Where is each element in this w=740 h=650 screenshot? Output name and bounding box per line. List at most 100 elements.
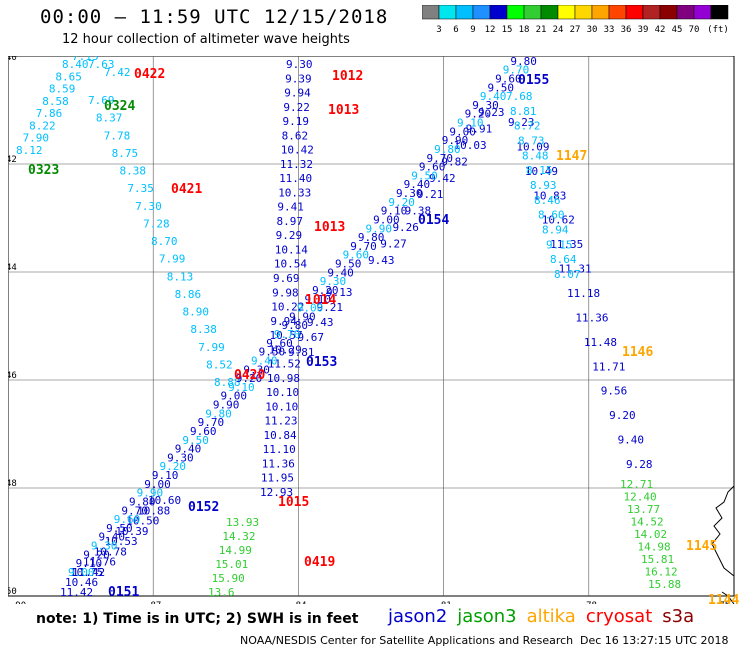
timestamp-text: Dec 16 13:27:15 UTC 2018	[580, 634, 729, 647]
track-value-jason2: 11.36	[575, 311, 608, 324]
colorbar-swatch	[523, 5, 542, 20]
track-value-ascending: 9.80	[205, 407, 232, 420]
track-value-ascending: 9.00	[144, 478, 171, 491]
track-value-ascending: 9.10	[76, 557, 103, 570]
track-value-jason2: 9.82	[441, 155, 468, 168]
track-value-jason3: 7.42	[104, 66, 131, 79]
track-value-green: 16.12	[645, 566, 678, 579]
colorbar-swatch	[540, 5, 559, 20]
track-value-jason2: 9.40	[618, 434, 645, 447]
colorbar-swatch	[422, 5, 440, 20]
track-value-ascending: 9.30	[472, 99, 499, 112]
colorbar-label: 18	[519, 25, 530, 35]
track-value-jason2: 11.32	[280, 158, 313, 171]
pass-label-jason2: 0151	[108, 585, 139, 600]
track-value-jason2: 9.23	[508, 116, 535, 129]
colorbar-swatch	[489, 5, 508, 20]
satellite-legend: jason2 jason3 altika cryosat s3a	[388, 606, 704, 627]
track-value-green: 14.98	[638, 541, 671, 554]
pass-label-orange: 1144	[708, 593, 739, 604]
colorbar-swatch	[642, 5, 661, 20]
track-value-ascending: 9.20	[465, 108, 492, 121]
track-value-ascending: 9.20	[236, 372, 263, 385]
track-value-jason3: 8.75	[112, 147, 139, 160]
track-value-jason2: 10.54	[274, 258, 307, 271]
track-value-jason2: 9.39	[285, 72, 312, 85]
track-value-jason3: 7.30	[135, 200, 162, 213]
lat-tick-label: 46	[8, 371, 17, 381]
track-value-jason2: 8.62	[282, 129, 309, 142]
colorbar-swatch	[438, 5, 457, 20]
track-value-jason2: 12.93	[260, 486, 293, 499]
colorbar-swatch	[574, 5, 593, 20]
track-value-jason3b: 8.72	[514, 120, 541, 133]
track-value-ascending: 9.60	[266, 337, 293, 350]
colorbar-swatch	[472, 5, 491, 20]
track-value-ascending: 9.50	[106, 522, 133, 535]
track-value-green: 12.71	[620, 478, 653, 491]
track-value-jason3: 8.88	[214, 376, 241, 389]
colorbar-label: 42	[655, 25, 666, 35]
track-value-ascending: 9.20	[388, 196, 415, 209]
pass-label-red: 0421	[171, 182, 202, 197]
track-value-green: 15.88	[648, 578, 681, 591]
track-value-ascending: 9.80	[282, 319, 309, 332]
track-value-ascending: 9.90	[518, 56, 545, 59]
track-value-jason2: 8.97	[276, 215, 303, 228]
map-plot: -90-87-84-81-78-754042444648508.408.658.…	[8, 56, 739, 604]
colorbar-label: 15	[502, 25, 513, 35]
track-value-ascending: 9.40	[251, 354, 278, 367]
track-value-ascending: 9.80	[358, 231, 385, 244]
track-value-ascending: 9.90	[365, 222, 392, 235]
track-value-jason2: 10.10	[266, 386, 299, 399]
credit-text: NOAA/NESDIS Center for Satellite Applica…	[240, 634, 574, 647]
colorbar-unit: (ft)	[707, 25, 729, 35]
track-value-jason2: 9.30	[286, 58, 313, 71]
track-value-jason2: 11.18	[567, 287, 600, 300]
colorbar-label: 6	[453, 25, 458, 35]
track-value-ascending: 9.00	[297, 302, 324, 315]
lon-tick-label: -75	[714, 601, 730, 604]
track-value-jason3b: 8.73	[518, 135, 545, 148]
colorbar-label: 33	[604, 25, 615, 35]
track-value-green: 13.6	[208, 586, 235, 599]
track-value-green: 14.32	[222, 530, 255, 543]
track-value-green: 15.90	[212, 572, 245, 585]
track-value-ascending: 9.90	[289, 310, 316, 323]
track-value-ascending: 9.90	[213, 399, 240, 412]
track-value-jason2: 9.26	[392, 221, 419, 234]
track-value-jason3: 8.86	[175, 288, 202, 301]
track-value-jason3: 7.13	[72, 56, 99, 63]
track-value-green: 15.81	[641, 553, 674, 566]
track-value-jason3b: 8.15	[526, 164, 553, 177]
track-value-jason2: 9.91	[466, 122, 493, 135]
track-value-jason2: 11.71	[592, 360, 625, 373]
colorbar-swatch	[506, 5, 525, 20]
track-value-jason2: 9.94	[284, 87, 311, 100]
colorbar-swatch	[676, 5, 695, 20]
track-value-ascending: 9.40	[175, 443, 202, 456]
lat-tick-label: 42	[8, 155, 17, 165]
track-value-jason3: 8.38	[190, 323, 217, 336]
track-value-jason2: 9.69	[273, 272, 300, 285]
track-value-green: 13.93	[226, 516, 259, 529]
colorbar-label: 70	[689, 25, 700, 35]
track-value-ascending: 9.10	[228, 381, 255, 394]
pass-label-red: 1012	[332, 69, 363, 84]
colorbar-label: 30	[587, 25, 598, 35]
track-value-jason2: 10.83	[533, 189, 566, 202]
track-value-ascending: 9.40	[327, 266, 354, 279]
track-value-ascending: 9.90	[137, 487, 164, 500]
track-value-jason2: 10.14	[275, 243, 308, 256]
track-value-jason3: 8.12	[16, 144, 43, 157]
pass-label-red: 0422	[134, 67, 165, 82]
track-value-jason3b: 8.48	[522, 149, 549, 162]
track-value-ascending: 9.20	[83, 548, 110, 561]
colorbar-swatch	[557, 5, 576, 20]
track-value-ascending: 9.80	[510, 56, 537, 68]
track-value-ascending: 9.10	[457, 117, 484, 130]
track-value-jason3b: 8.07	[554, 268, 581, 281]
track-value-jason2: 9.20	[609, 409, 636, 422]
track-value-jason2: 10.46	[65, 576, 98, 589]
colorbar-label: 21	[536, 25, 547, 35]
